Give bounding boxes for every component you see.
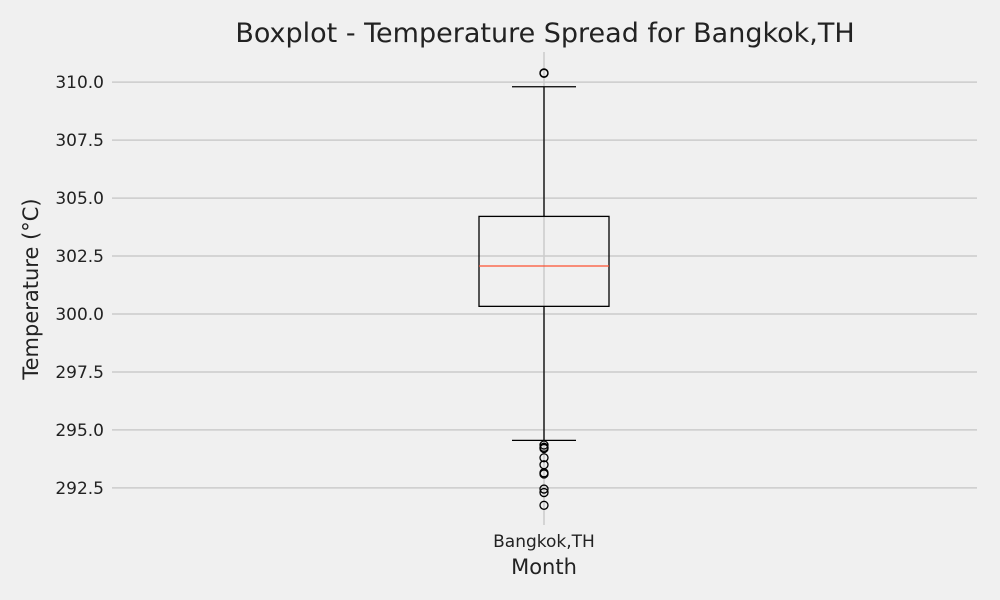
outlier-point	[539, 443, 549, 454]
outlier-point	[539, 484, 549, 494]
y-tick-label: 292.5	[55, 479, 104, 499]
y-tick-label: 307.5	[55, 131, 104, 151]
outlier-point	[539, 469, 549, 479]
y-tick-label: 305.0	[55, 189, 104, 209]
y-tick-label: 310.0	[55, 73, 104, 93]
iqr-box	[478, 215, 610, 308]
x-axis-label: Month	[511, 555, 577, 579]
y-tick-label: 302.5	[55, 247, 104, 267]
x-axis-ticks: Bangkok,TH	[493, 532, 595, 552]
y-tick-label: 295.0	[55, 421, 104, 441]
y-tick-label: 300.0	[55, 305, 104, 325]
outlier-point	[539, 68, 549, 78]
chart-title: Boxplot - Temperature Spread for Bangkok…	[235, 18, 854, 49]
y-axis-label: Temperature (°C)	[19, 198, 43, 380]
outlier-point	[539, 500, 549, 510]
outlier-point	[539, 453, 549, 463]
y-axis-ticks: 292.5 295.0 297.5 300.0 302.5 305.0 307.5 310.0	[55, 73, 104, 499]
x-tick-label: Bangkok,TH	[493, 532, 595, 552]
y-tick-label: 297.5	[55, 363, 104, 383]
boxplot-series	[478, 68, 610, 510]
outlier-point	[539, 487, 549, 498]
